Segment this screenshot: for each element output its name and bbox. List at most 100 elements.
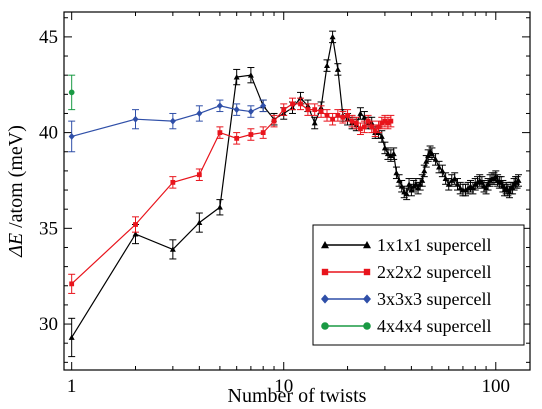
legend-label: 1x1x1 supercell <box>377 235 491 255</box>
data-point <box>419 177 426 183</box>
data-point <box>448 177 455 183</box>
data-point <box>432 156 439 162</box>
data-point <box>329 33 336 40</box>
data-point <box>363 241 371 249</box>
data-point <box>376 124 381 130</box>
data-point <box>196 219 203 225</box>
data-point <box>384 150 391 157</box>
data-point <box>478 179 485 185</box>
data-point <box>357 110 364 116</box>
data-point <box>439 167 446 174</box>
data-point <box>393 169 400 176</box>
data-point <box>312 107 318 113</box>
data-point <box>428 150 435 157</box>
data-point <box>415 185 422 191</box>
data-point <box>298 101 303 107</box>
series-2 <box>68 97 395 294</box>
data-point <box>321 241 329 249</box>
data-point <box>361 114 368 120</box>
data-point <box>469 185 476 191</box>
y-tick-label: 45 <box>39 27 58 48</box>
data-point <box>454 181 461 187</box>
data-point <box>387 152 394 158</box>
data-point <box>290 101 295 107</box>
data-point <box>483 185 490 191</box>
data-point <box>216 204 223 210</box>
data-point <box>248 132 254 137</box>
data-point <box>68 89 75 96</box>
series-4 <box>68 74 76 111</box>
y-axis-label: ΔE /atom (meV) <box>5 125 27 258</box>
legend-entry-4: 4x4x4 supercell <box>321 316 491 336</box>
data-point <box>372 128 378 134</box>
data-point <box>334 66 341 72</box>
data-point <box>68 132 75 140</box>
data-point <box>421 167 428 174</box>
data-point <box>388 118 394 124</box>
data-point <box>196 110 203 117</box>
data-point <box>330 116 335 122</box>
data-point <box>196 172 202 178</box>
data-point <box>305 107 311 113</box>
data-point <box>378 133 385 139</box>
x-tick-label: 100 <box>482 376 511 397</box>
data-point <box>281 107 287 113</box>
data-point <box>247 72 254 78</box>
y-axis-label-unit: /atom (meV) <box>5 125 27 233</box>
legend-entry-1: 1x1x1 supercell <box>321 235 491 255</box>
legend-label: 2x2x2 supercell <box>377 262 491 282</box>
data-point <box>408 187 415 193</box>
data-point <box>260 102 267 110</box>
data-point <box>234 135 240 141</box>
data-point <box>260 130 266 136</box>
data-point <box>321 268 329 276</box>
data-point <box>417 181 424 187</box>
data-point <box>69 281 75 287</box>
x-axis-label: Number of twists <box>228 385 367 407</box>
data-point <box>403 190 410 197</box>
data-point <box>515 177 522 183</box>
x-tick-label: 1 <box>67 376 77 397</box>
data-point <box>353 120 359 126</box>
data-point <box>363 322 371 330</box>
data-point <box>335 112 341 118</box>
data-point <box>170 179 176 185</box>
data-point <box>385 120 391 126</box>
data-point <box>321 294 329 304</box>
legend-label: 4x4x4 supercell <box>377 316 491 336</box>
data-point <box>169 117 176 125</box>
data-point <box>365 118 371 124</box>
data-point <box>318 109 324 114</box>
data-point <box>436 164 443 170</box>
data-point <box>321 322 329 330</box>
data-point <box>324 62 331 69</box>
data-point <box>382 118 388 124</box>
data-point <box>379 120 385 126</box>
data-point <box>445 181 452 187</box>
legend: 1x1x1 supercell 2x2x2 supercell 3x3x3 supe… <box>312 224 525 346</box>
data-point <box>216 102 223 110</box>
data-point <box>247 108 254 116</box>
data-point <box>340 114 346 120</box>
data-point <box>363 294 371 304</box>
data-point <box>271 118 277 124</box>
data-point <box>358 126 363 132</box>
y-tick-label: 30 <box>39 314 58 335</box>
data-point <box>390 150 397 157</box>
data-point <box>233 74 240 80</box>
data-point <box>217 130 223 136</box>
plot-frame <box>63 11 531 371</box>
x-tick-label: 10 <box>274 376 293 397</box>
data-point <box>133 222 138 227</box>
data-point <box>169 246 176 252</box>
data-point <box>349 118 355 124</box>
y-axis-label-symbol: ΔE <box>5 233 27 258</box>
data-point <box>361 124 367 130</box>
y-tick-label: 35 <box>39 218 58 239</box>
data-point <box>345 112 350 118</box>
data-point <box>324 112 330 118</box>
legend-label: 3x3x3 supercell <box>377 289 491 309</box>
data-point <box>412 181 419 187</box>
data-point <box>363 268 371 276</box>
